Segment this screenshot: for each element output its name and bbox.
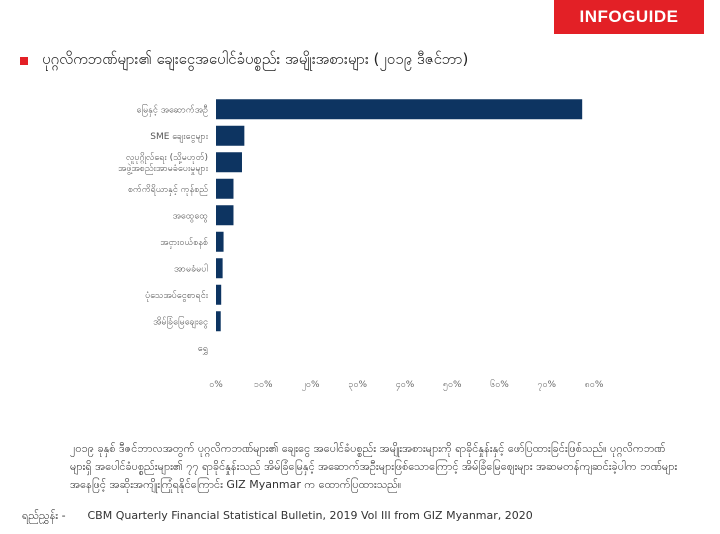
x-tick-label: ၀% xyxy=(209,380,223,390)
bar xyxy=(216,125,245,146)
bar xyxy=(216,311,221,332)
bar xyxy=(216,258,223,279)
x-tick-label: ၂၀% xyxy=(301,380,319,391)
chart-title-row: ပုဂ္ဂလိကဘဏ်များ၏ ချေးငွေအပေါင်ခံပစ္စည်း … xyxy=(20,50,468,72)
category-label: ရွှေ xyxy=(198,344,208,355)
category-label: SME ချေးငွေများ xyxy=(150,132,208,143)
bar xyxy=(216,99,583,120)
x-tick-label: ၆၀% xyxy=(490,379,509,390)
x-tick-label: ၇၀% xyxy=(537,380,556,391)
category-label: အာမခံမပါ xyxy=(174,263,208,274)
x-tick-label: ၅၀% xyxy=(443,380,462,391)
source-label: ရည်ညွှန်း - xyxy=(22,509,66,522)
x-tick-label: ၄၀% xyxy=(396,380,415,391)
x-tick-label: ၈၀% xyxy=(585,380,604,390)
category-label: အိမ်ခြံမြေချေးငွေ xyxy=(153,315,208,328)
bar xyxy=(216,231,224,252)
bar xyxy=(216,178,234,199)
bar xyxy=(216,284,222,305)
category-label: အထွေထွေ xyxy=(173,211,209,222)
caption-text: ၂၀၁၉ ခုနှစ် ဒီဇင်ဘာလအတွက် ပုဂ္ဂလိကဘဏ်မျာ… xyxy=(70,442,678,491)
bar xyxy=(216,152,242,173)
x-tick-label: ၃၀% xyxy=(348,380,367,391)
category-label: ပုံသေအပ်ငွေစာရင်း xyxy=(145,290,209,302)
x-tick-label: ၁၀% xyxy=(254,380,273,390)
category-label: မြေနှင့် အဆောက်အဦ xyxy=(137,103,208,116)
source-line: ရည်ညွှန်း - CBM Quarterly Financial Stat… xyxy=(22,509,533,525)
bar-chart: မြေနှင့် အဆောက်အဦ SME ချေးငွေများလူပုဂ္ဂိ… xyxy=(118,99,604,391)
category-label: အငှားဝယ်စနစ် xyxy=(160,237,208,249)
title-marker xyxy=(20,57,28,65)
brand-badge: INFOGUIDE xyxy=(554,0,704,34)
source-text: CBM Quarterly Financial Statistical Bull… xyxy=(87,509,533,522)
bar xyxy=(216,205,234,226)
category-label: စက်ကိရိယာနှင့် ကုန်စည် xyxy=(128,184,209,196)
chart-title: ပုဂ္ဂလိကဘဏ်များ၏ ချေးငွေအပေါင်ခံပစ္စည်း … xyxy=(42,50,469,68)
category-label: လူပုဂ္ဂိုလ်ရေး (သို့မဟုတ်)အဖွဲ့အစည်းအာမခ… xyxy=(118,152,209,175)
